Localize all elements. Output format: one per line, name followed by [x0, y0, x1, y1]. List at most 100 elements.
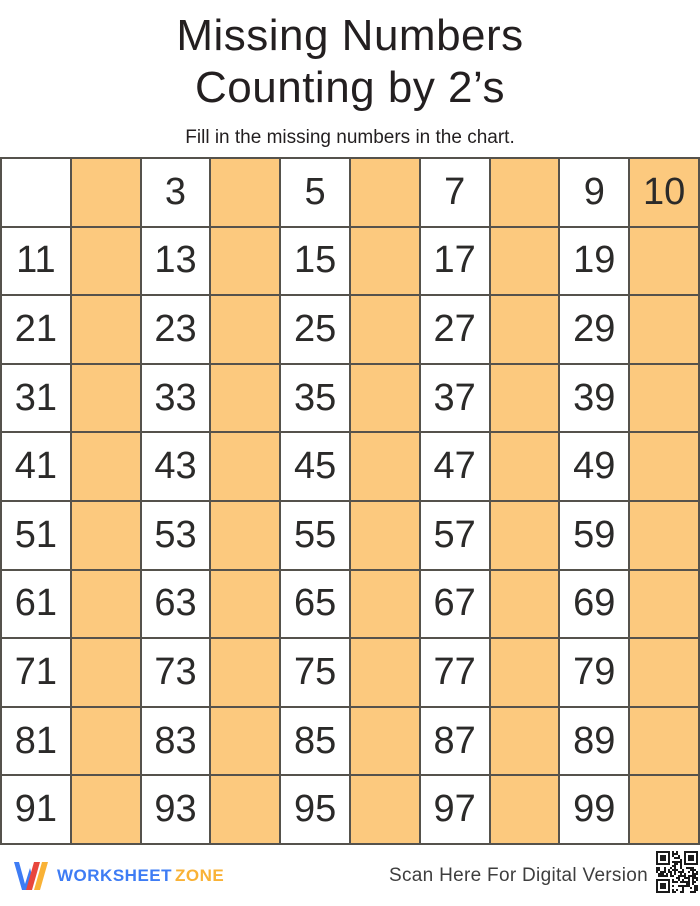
grid-cell-r4c10[interactable]	[630, 364, 698, 432]
grid-cell-r8c6[interactable]	[351, 639, 419, 706]
grid-cell-r3c8[interactable]	[490, 296, 559, 363]
grid-cell-r7c8[interactable]	[490, 570, 559, 638]
grid-cell-r2c5: 15	[281, 227, 349, 295]
grid-cell-r5c3: 43	[141, 433, 210, 500]
grid-cell-r6c9: 59	[560, 501, 629, 569]
grid-cell-r1c1[interactable]	[2, 159, 70, 226]
grid-cell-r8c8[interactable]	[490, 639, 559, 706]
grid-cell-r8c4[interactable]	[211, 639, 280, 706]
grid-cell-r7c6[interactable]	[351, 570, 419, 638]
grid-cell-r3c1: 21	[2, 296, 70, 363]
grid-cell-r6c5: 55	[281, 501, 349, 569]
grid-cell-r10c10[interactable]	[630, 776, 698, 843]
brand-worksheet: WORKSHEET	[57, 865, 172, 885]
grid-cell-r1c2[interactable]	[71, 159, 140, 226]
worksheet-header: Missing Numbers Counting by 2’s Fill in t…	[0, 10, 700, 149]
grid-cell-r5c8[interactable]	[490, 433, 559, 500]
grid-cell-r9c5: 85	[281, 707, 349, 775]
grid-cell-r9c3: 83	[141, 707, 210, 775]
grid-cell-r7c10[interactable]	[630, 570, 698, 638]
grid-cell-r7c3: 63	[141, 570, 210, 638]
grid-cell-r3c6[interactable]	[351, 296, 419, 363]
grid-cell-r4c7: 37	[420, 364, 489, 432]
brand-wordmark: WORKSHEET ZONE	[57, 866, 224, 886]
grid-cell-r4c3: 33	[141, 364, 210, 432]
grid-cell-r6c4[interactable]	[211, 501, 280, 569]
grid-cell-r1c4[interactable]	[211, 159, 280, 226]
grid-cell-r10c4[interactable]	[211, 776, 280, 843]
grid-cell-r1c5: 5	[281, 159, 349, 226]
grid-cell-r6c1: 51	[2, 501, 70, 569]
page-footer: WORKSHEET ZONE Scan Here For Digital Vers…	[0, 845, 700, 906]
grid-cell-r3c4[interactable]	[211, 296, 280, 363]
scan-area: Scan Here For Digital Version	[389, 850, 698, 894]
grid-cell-r3c2[interactable]	[71, 296, 140, 363]
grid-cell-r4c8[interactable]	[490, 364, 559, 432]
grid-cell-r9c6[interactable]	[351, 707, 419, 775]
grid-cell-r1c6[interactable]	[351, 159, 419, 226]
grid-cell-r1c10: 10	[630, 159, 698, 226]
grid-cell-r5c1: 41	[2, 433, 70, 500]
grid-cell-r5c9: 49	[560, 433, 629, 500]
grid-cell-r1c8[interactable]	[490, 159, 559, 226]
grid-cell-r7c2[interactable]	[71, 570, 140, 638]
grid-cell-r2c8[interactable]	[490, 227, 559, 295]
grid-cell-r9c9: 89	[560, 707, 629, 775]
grid-cell-r6c3: 53	[141, 501, 210, 569]
grid-cell-r7c5: 65	[281, 570, 349, 638]
grid-cell-r6c10[interactable]	[630, 501, 698, 569]
grid-cell-r5c2[interactable]	[71, 433, 140, 500]
grid-cell-r5c7: 47	[420, 433, 489, 500]
grid-cell-r10c5: 95	[281, 776, 349, 843]
grid-cell-r9c10[interactable]	[630, 707, 698, 775]
grid-cell-r8c3: 73	[141, 639, 210, 706]
grid-cell-r4c9: 39	[560, 364, 629, 432]
grid-cell-r3c9: 29	[560, 296, 629, 363]
grid-cell-r10c2[interactable]	[71, 776, 140, 843]
grid-cell-r8c1: 71	[2, 639, 70, 706]
grid-cell-r1c9: 9	[560, 159, 629, 226]
grid-cell-r8c9: 79	[560, 639, 629, 706]
grid-cell-r10c6[interactable]	[351, 776, 419, 843]
grid-cell-r3c7: 27	[420, 296, 489, 363]
grid-cell-r8c2[interactable]	[71, 639, 140, 706]
grid-cell-r8c10[interactable]	[630, 639, 698, 706]
grid-cell-r2c10[interactable]	[630, 227, 698, 295]
grid-cell-r7c4[interactable]	[211, 570, 280, 638]
grid-cell-r7c1: 61	[2, 570, 70, 638]
grid-cell-r9c1: 81	[2, 707, 70, 775]
grid-cell-r2c6[interactable]	[351, 227, 419, 295]
grid-cell-r9c2[interactable]	[71, 707, 140, 775]
grid-cell-r2c2[interactable]	[71, 227, 140, 295]
grid-cell-r2c9: 19	[560, 227, 629, 295]
grid-cell-r4c6[interactable]	[351, 364, 419, 432]
worksheetzone-logo: WORKSHEET ZONE	[12, 859, 224, 893]
page-title-line1: Missing Numbers	[176, 11, 524, 60]
grid-cell-r2c4[interactable]	[211, 227, 280, 295]
grid-cell-r2c1: 11	[2, 227, 70, 295]
grid-cell-r10c8[interactable]	[490, 776, 559, 843]
grid-cell-r5c6[interactable]	[351, 433, 419, 500]
grid-cell-r4c4[interactable]	[211, 364, 280, 432]
grid-cell-r6c2[interactable]	[71, 501, 140, 569]
worksheetzone-logo-icon	[14, 861, 48, 890]
grid-cell-r3c5: 25	[281, 296, 349, 363]
grid-cell-r2c3: 13	[141, 227, 210, 295]
grid-cell-r5c5: 45	[281, 433, 349, 500]
page-title-line2: Counting by 2’s	[195, 62, 505, 112]
grid-cell-r1c3: 3	[141, 159, 210, 226]
grid-cell-r5c4[interactable]	[211, 433, 280, 500]
grid-cell-r7c9: 69	[560, 570, 629, 638]
grid-cell-r4c2[interactable]	[71, 364, 140, 432]
grid-cell-r4c1: 31	[2, 364, 70, 432]
grid-cell-r6c8[interactable]	[490, 501, 559, 569]
brand-zone: ZONE	[175, 865, 225, 885]
grid-cell-r6c6[interactable]	[351, 501, 419, 569]
scan-instruction: Scan Here For Digital Version	[389, 864, 648, 886]
grid-cell-r3c10[interactable]	[630, 296, 698, 363]
grid-cell-r9c4[interactable]	[211, 707, 280, 775]
page-title: Missing Numbers Counting by 2’s	[0, 10, 700, 114]
grid-cell-r5c10[interactable]	[630, 433, 698, 500]
grid-cell-r9c8[interactable]	[490, 707, 559, 775]
